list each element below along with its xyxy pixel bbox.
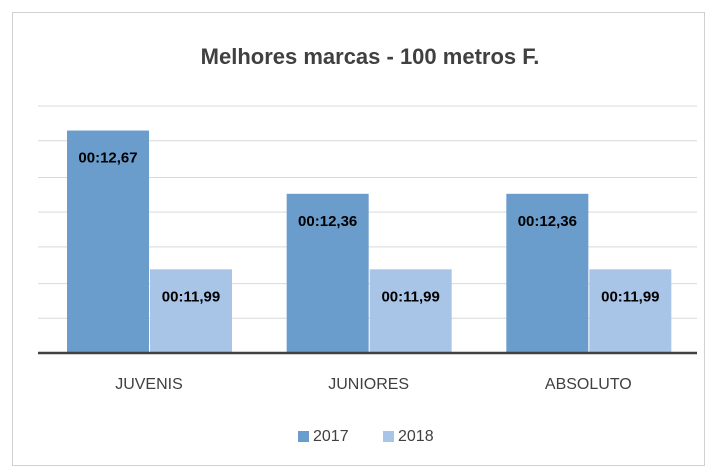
legend-swatch	[298, 431, 309, 442]
data-label: 00:11,99	[381, 288, 439, 305]
data-label: 00:12,36	[298, 213, 357, 230]
chart-title: Melhores marcas - 100 metros F.	[201, 44, 540, 69]
legend-label: 2018	[398, 428, 434, 445]
bar	[589, 269, 672, 353]
x-tick-label: JUNIORES	[328, 376, 409, 393]
x-tick-label: JUVENIS	[115, 376, 183, 393]
data-label: 00:12,67	[78, 150, 137, 167]
data-label: 00:11,99	[601, 288, 659, 305]
data-label: 00:11,99	[162, 288, 220, 305]
bar	[150, 269, 232, 353]
legend-label: 2017	[313, 428, 349, 445]
bar	[506, 193, 589, 353]
bar	[67, 130, 149, 353]
bar	[369, 269, 452, 353]
legend-swatch	[383, 431, 394, 442]
data-label: 00:12,36	[518, 213, 577, 230]
x-tick-label: ABSOLUTO	[545, 376, 632, 393]
bar	[286, 193, 369, 353]
